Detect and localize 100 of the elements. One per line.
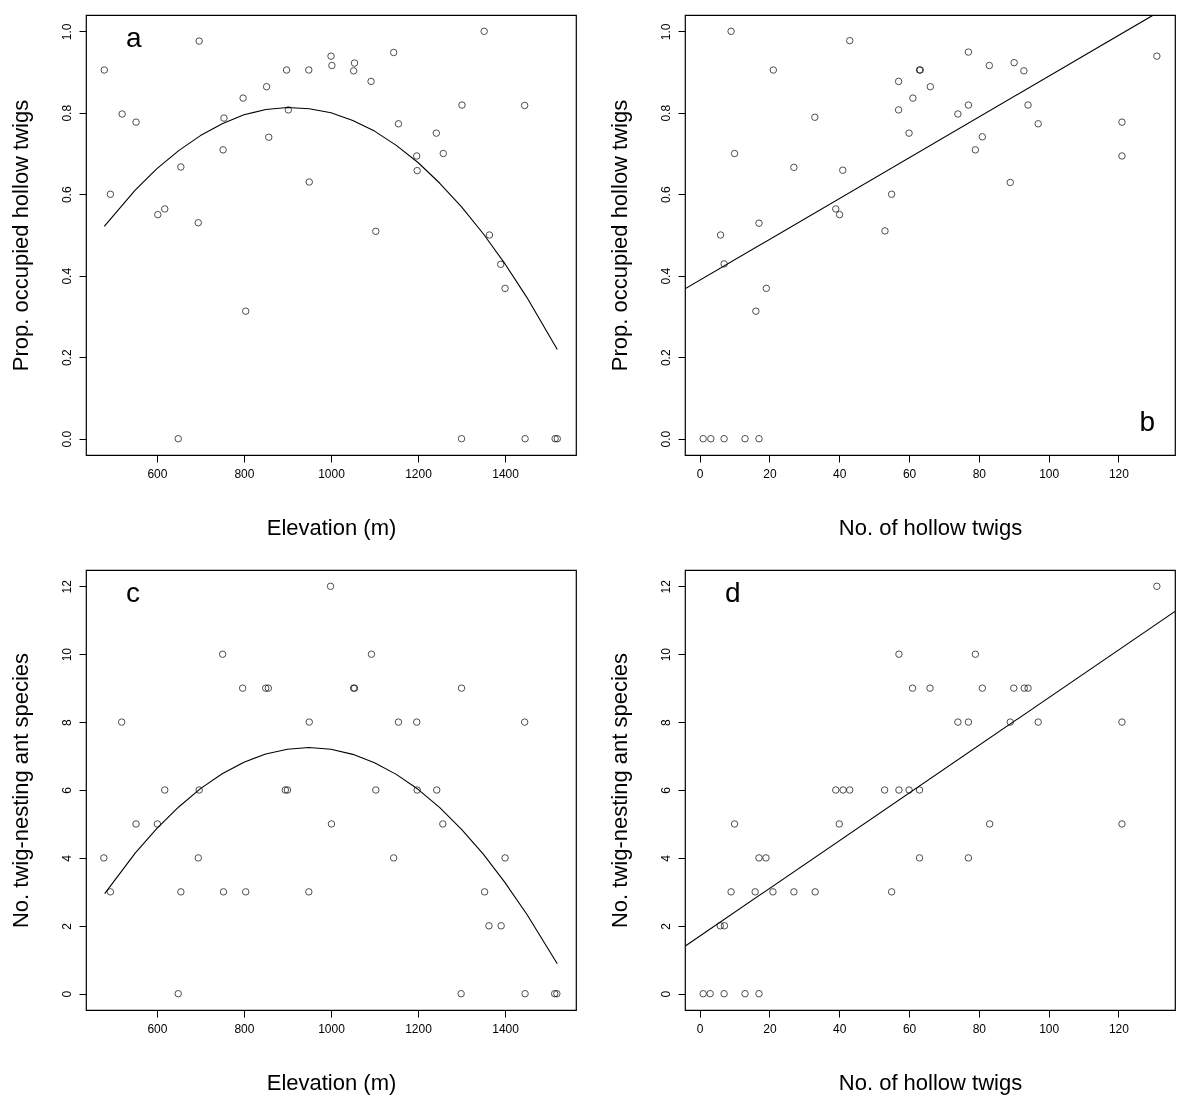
point xyxy=(845,786,854,794)
point xyxy=(485,922,493,930)
point xyxy=(520,718,529,726)
y-tick-label: 0.8 xyxy=(658,104,673,122)
annotation: d xyxy=(725,577,741,608)
y-axis-title: Prop. occupied hollow twigs xyxy=(7,99,33,372)
point xyxy=(195,37,203,45)
point xyxy=(835,820,843,828)
point xyxy=(790,163,798,172)
x-tick-label: 600 xyxy=(147,466,168,481)
point xyxy=(839,786,847,794)
point xyxy=(100,66,109,74)
point xyxy=(262,82,271,91)
x-axis-title: No. of hollow twigs xyxy=(838,514,1023,540)
point xyxy=(174,434,182,443)
point xyxy=(194,219,203,227)
point xyxy=(811,113,819,121)
point xyxy=(905,786,913,794)
point xyxy=(238,684,247,692)
y-axis-title: No. twig-nesting ant species xyxy=(7,652,33,929)
point xyxy=(1020,67,1028,75)
x-tick-label: 60 xyxy=(902,466,917,481)
point xyxy=(755,989,763,998)
point xyxy=(501,854,509,862)
y-tick-label: 2 xyxy=(658,922,673,930)
point xyxy=(496,260,505,269)
x-tick-label: 1200 xyxy=(405,1021,433,1036)
point xyxy=(327,52,335,60)
y-tick-label: 0.2 xyxy=(59,349,74,367)
point xyxy=(389,48,398,57)
y-axis-title: Prop. occupied hollow twigs xyxy=(606,99,632,372)
point xyxy=(699,989,707,998)
point xyxy=(550,989,559,998)
point xyxy=(716,231,725,239)
point xyxy=(971,146,980,154)
point xyxy=(881,227,889,235)
point xyxy=(1034,718,1042,726)
line-series xyxy=(103,106,558,351)
point xyxy=(727,27,735,36)
point xyxy=(220,114,228,122)
point xyxy=(439,820,447,828)
point xyxy=(730,820,739,828)
point xyxy=(730,149,739,158)
y-tick-label: 4 xyxy=(59,854,74,862)
point xyxy=(132,820,140,828)
point xyxy=(282,66,291,74)
point xyxy=(1118,152,1126,160)
x-tick-label: 0 xyxy=(696,466,704,481)
point xyxy=(194,854,203,862)
point xyxy=(985,61,994,70)
point xyxy=(926,684,934,692)
point xyxy=(154,210,162,219)
point xyxy=(887,888,896,896)
y-tick-label: 1.0 xyxy=(658,23,673,41)
x-tick-label: 20 xyxy=(763,1021,777,1036)
line-series xyxy=(104,747,558,965)
point xyxy=(964,48,973,56)
x-tick-label: 1400 xyxy=(492,1021,520,1036)
point xyxy=(195,786,203,794)
point xyxy=(1010,684,1018,692)
point xyxy=(1118,118,1126,126)
point xyxy=(1024,684,1032,692)
point xyxy=(261,684,270,692)
point xyxy=(551,434,559,443)
point xyxy=(219,146,227,154)
y-tick-label: 10 xyxy=(59,647,74,662)
point xyxy=(457,989,465,998)
x-tick-label: 40 xyxy=(833,1021,847,1036)
point xyxy=(832,205,840,213)
x-tick-label: 80 xyxy=(972,466,987,481)
point xyxy=(909,94,917,102)
point xyxy=(520,101,529,110)
point xyxy=(327,820,336,828)
point xyxy=(485,231,494,239)
y-tick-label: 0 xyxy=(59,990,74,998)
point xyxy=(964,854,973,862)
y-tick-label: 0 xyxy=(658,990,673,998)
point xyxy=(305,718,313,726)
point xyxy=(1034,120,1042,128)
point xyxy=(978,133,987,141)
point xyxy=(832,786,840,794)
point xyxy=(790,888,798,896)
point xyxy=(964,101,973,109)
x-tick-label: 1000 xyxy=(318,1021,346,1036)
point xyxy=(457,684,466,692)
point xyxy=(457,434,466,443)
point xyxy=(177,163,185,171)
point xyxy=(326,582,335,591)
point xyxy=(412,718,421,726)
point xyxy=(521,434,529,443)
y-tick-label: 2 xyxy=(59,922,74,930)
y-tick-label: 6 xyxy=(59,786,74,794)
point xyxy=(394,718,403,726)
annotation: c xyxy=(126,577,140,608)
point xyxy=(699,434,707,443)
point xyxy=(239,94,247,102)
point xyxy=(741,434,749,443)
x-tick-label: 20 xyxy=(763,466,777,481)
point xyxy=(350,59,359,67)
y-tick-label: 0.4 xyxy=(59,267,74,285)
